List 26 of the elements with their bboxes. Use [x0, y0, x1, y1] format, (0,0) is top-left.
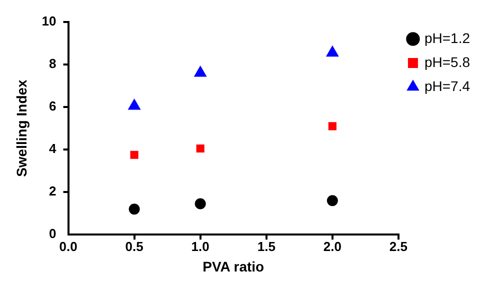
point: [194, 198, 206, 210]
point: [326, 46, 339, 57]
point: [326, 195, 338, 206]
point: [128, 98, 140, 110]
y-tick-label: 0: [49, 226, 56, 242]
point: [130, 150, 138, 159]
x-axis-title: PVA ratio: [202, 258, 264, 274]
x-tick-label: 0.0: [59, 238, 78, 254]
y-tick-label: 4: [49, 141, 58, 156]
x-tick-label: 1.0: [191, 238, 210, 254]
point: [196, 144, 204, 153]
legend-label: pH=7.4: [424, 78, 470, 94]
y-tick-label: 2: [49, 184, 56, 199]
x-tick-label: 1.5: [257, 238, 276, 254]
y-axis-title: Swelling Index: [13, 79, 30, 177]
y-tick-label: 10: [42, 14, 56, 29]
legend-label: pH=5.8: [424, 54, 470, 70]
y-tick-label: 8: [49, 56, 56, 72]
x-tick-label: 2.5: [389, 238, 408, 254]
point: [328, 122, 336, 130]
x-tick-label: 0.5: [125, 238, 144, 254]
y-tick-label: 6: [49, 98, 56, 114]
point: [194, 66, 206, 77]
legend-label: pH=1.2: [424, 30, 470, 46]
point: [128, 204, 140, 215]
x-tick-label: 2.0: [323, 238, 342, 254]
